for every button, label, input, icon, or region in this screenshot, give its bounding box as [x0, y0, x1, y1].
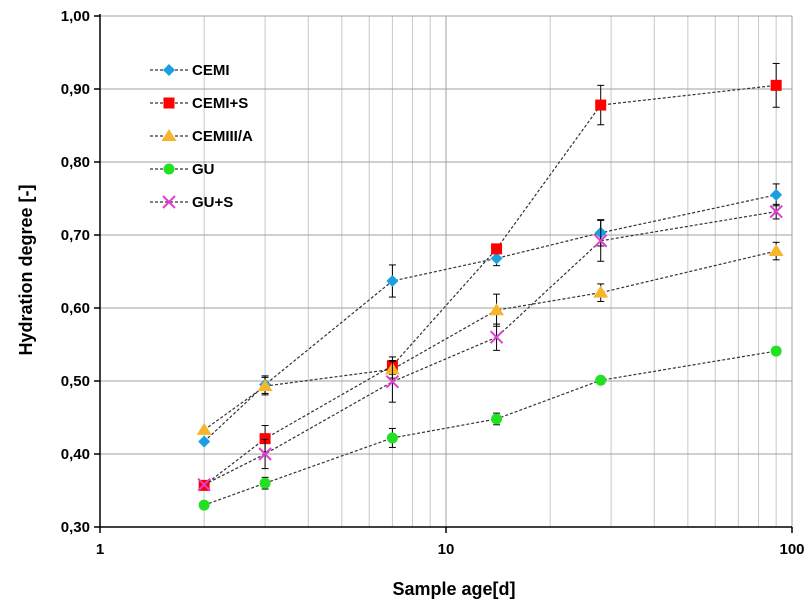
series-layer — [196, 62, 784, 511]
data-point — [491, 413, 503, 425]
legend-marker — [163, 97, 175, 109]
data-point — [770, 188, 783, 201]
legend-item: CEMIII/A — [150, 128, 253, 145]
legend-label: GU+S — [192, 194, 233, 211]
legend-label: CEMI — [192, 62, 230, 79]
marker-stroke — [769, 204, 783, 219]
data-point — [490, 252, 503, 265]
data-point — [385, 375, 400, 389]
data-point — [594, 234, 608, 248]
marker-stroke — [385, 375, 400, 389]
data-point — [198, 499, 210, 511]
data-point — [489, 303, 505, 316]
legend-item: CEMI — [150, 62, 230, 79]
data-point — [196, 422, 212, 435]
legend-marker — [161, 129, 177, 141]
data-point — [258, 447, 272, 461]
y-tick-label: 0,70 — [61, 227, 90, 244]
data-point — [595, 99, 607, 111]
y-tick-label: 0,50 — [61, 373, 90, 390]
grid-layer — [100, 15, 793, 527]
marker-stroke — [197, 477, 211, 492]
marker-stroke — [489, 330, 504, 344]
legend-item: GU+S — [150, 194, 233, 211]
data-point — [198, 435, 211, 448]
legend-marker — [162, 195, 176, 209]
y-axis-title: Hydration degree [-] — [16, 184, 36, 355]
y-tick-label: 1,00 — [61, 8, 90, 25]
axes-layer: 0,30 0,40 0,50 0,60 0,70 0,80 0,90 1,00 1 10 100 — [61, 8, 805, 558]
series-CEMI+S — [198, 62, 782, 491]
data-point — [593, 285, 609, 298]
data-point — [386, 274, 399, 287]
marker-stroke — [594, 234, 608, 248]
legend-label: CEMIII/A — [192, 128, 253, 145]
data-point — [491, 243, 503, 255]
series-line — [203, 194, 777, 443]
series-line — [203, 350, 777, 506]
data-point — [257, 379, 273, 392]
marker-stroke — [162, 195, 176, 209]
data-point — [768, 244, 784, 257]
data-point — [386, 432, 398, 444]
series-CEMI — [198, 183, 783, 448]
data-point — [595, 374, 607, 386]
data-point — [769, 204, 783, 219]
x-axis-title: Sample age[d] — [392, 579, 515, 599]
legend-marker — [163, 163, 175, 175]
series-CEMIII/A — [196, 241, 784, 435]
data-point — [259, 433, 271, 445]
data-point — [197, 477, 211, 492]
y-tick-label: 0,40 — [61, 446, 90, 463]
series-GU+S — [197, 203, 783, 492]
legend-label: CEMI+S — [192, 95, 248, 112]
series-line — [203, 250, 777, 431]
legend-marker — [163, 64, 175, 76]
y-tick-label: 0,30 — [61, 519, 90, 536]
legend-label: GU — [192, 161, 215, 178]
y-tick-label: 0,80 — [61, 154, 90, 171]
x-tick-label: 100 — [779, 541, 804, 558]
series-GU — [198, 345, 782, 511]
marker-stroke — [258, 447, 272, 461]
x-tick-label: 10 — [438, 541, 455, 558]
y-tick-label: 0,90 — [61, 81, 90, 98]
series-line — [203, 84, 777, 486]
legend-item: GU — [150, 161, 215, 178]
data-point — [770, 79, 782, 91]
y-tick-label: 0,60 — [61, 300, 90, 317]
legend: CEMI CEMI+S CEMIII/A GU GU+S — [150, 62, 253, 211]
data-point — [770, 345, 782, 357]
legend-item: CEMI+S — [150, 95, 248, 112]
series-line — [203, 211, 777, 486]
x-tick-label: 1 — [96, 541, 104, 558]
data-point — [259, 477, 271, 489]
data-point — [489, 330, 504, 344]
